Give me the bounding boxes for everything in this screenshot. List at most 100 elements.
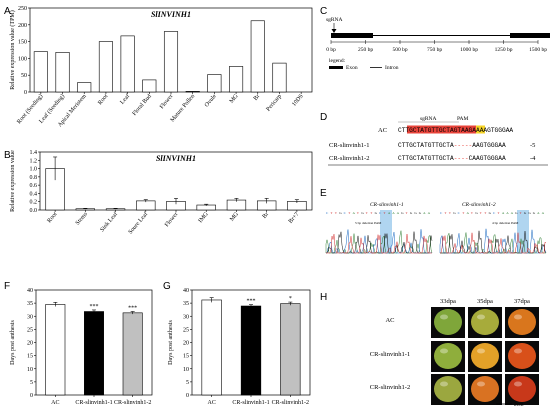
fruit-grid — [431, 307, 539, 405]
chart-title: SlINVINH1 — [156, 154, 196, 163]
chromatograms: CR-slinvinh1-1 CR-slinvinh1-2 5 bp delet… — [325, 202, 547, 254]
base-call: G — [414, 211, 417, 215]
base-call: A — [392, 211, 395, 215]
chrom-right-title: CR-slinvinh1-2 — [462, 202, 496, 208]
bar — [280, 303, 301, 396]
fruit-col-0: 33dpa — [440, 298, 456, 305]
bar — [55, 52, 70, 93]
x-tick-label: Stems — [75, 211, 89, 227]
bar — [122, 312, 143, 396]
bar — [33, 51, 48, 93]
x-tick-label: MG — [229, 93, 240, 105]
fruit-highlight — [514, 381, 522, 387]
seq-row-2: CTTGCTATGTTGCTA----CAAGTGGGAA — [398, 155, 506, 162]
base-call: G — [524, 211, 527, 215]
x-tick-label: Pericarp — [266, 93, 283, 112]
seq-ac-prefix: CTT — [398, 127, 409, 134]
x-tick-label: CR-slinvinh1-1 — [75, 400, 112, 406]
base-call: C — [326, 211, 329, 215]
base-call: C — [344, 211, 347, 215]
base-call: T — [366, 211, 369, 215]
y-tick-label: 35 — [27, 301, 33, 307]
bar — [185, 91, 200, 93]
x-tick-label: Flower — [159, 93, 175, 110]
legend-exon-swatch — [329, 66, 343, 69]
base-call: G — [475, 211, 478, 215]
chart-title: SlINVINH1 — [151, 10, 191, 19]
x-tick-label: Ovule — [204, 93, 218, 108]
seq-2-prefix: CTTGCTATGTTGCTA — [398, 155, 454, 162]
legend-exon-label: Exon — [346, 65, 358, 71]
x-tick-label: CR-slinvinh1-2 — [272, 400, 309, 406]
scale-bar-label: 2cm — [514, 402, 524, 408]
y-tick-label: 0 — [186, 393, 189, 399]
panel-letter-f: F — [4, 281, 10, 292]
seq-row-ac-name: AC — [378, 127, 387, 134]
x-tick-label: Br+7 — [288, 211, 301, 224]
x-tick-label: IMG — [198, 211, 211, 224]
bar — [163, 31, 179, 93]
y-tick-label: 0.2 — [30, 200, 38, 206]
fruit-highlight — [440, 348, 448, 354]
legend-intron-label: Intron — [385, 65, 399, 71]
base-call: T — [484, 211, 487, 215]
base-call: G — [489, 211, 492, 215]
bar — [207, 74, 222, 93]
chart-f: 0 5 10 15 20 25 30 35 40 Days post anthesis AC *** C… — [10, 288, 153, 406]
base-call: A — [388, 211, 391, 215]
base-call: G — [453, 211, 456, 215]
significance-mark: *** — [128, 306, 137, 312]
y-tick-label: 30 — [183, 314, 189, 320]
seq-ac-suffix: GAA — [502, 127, 513, 134]
fruit — [471, 309, 499, 335]
seq-row-1-change: -5 — [530, 142, 535, 149]
base-call: A — [467, 211, 470, 215]
y-axis-label: Relative expression value — [10, 150, 16, 212]
base-call: T — [497, 211, 500, 215]
base-call: G — [528, 211, 531, 215]
scale-ticks: 0 bp 250 bp 500 bp 750 bp 1000 bp 1250 bp 1500… — [326, 40, 547, 53]
x-tick-label: Sink Leaf — [99, 211, 119, 234]
d-pam-label: PAM — [457, 116, 469, 122]
chrom-left-note: 5 bp deletion PAM — [355, 221, 382, 225]
exon-2 — [510, 33, 550, 38]
bar — [240, 305, 262, 396]
fruit-panel: 33dpa 35dpa 37dpa AC CR-slinvinh1-1 CR-s… — [370, 298, 539, 408]
bar — [229, 66, 244, 93]
base-call: C — [440, 211, 443, 215]
legend-title: legend: — [329, 58, 346, 64]
y-tick-label: 25 — [27, 327, 33, 333]
significance-mark: *** — [247, 299, 256, 305]
base-call: T — [444, 211, 447, 215]
fruit — [434, 309, 462, 335]
base-call: A — [506, 211, 509, 215]
trace — [326, 233, 432, 254]
y-tick-label: 15 — [183, 354, 189, 360]
panel-letter-c: C — [320, 6, 327, 17]
fruit-highlight — [440, 314, 448, 320]
x-tick-label: Floral Bud — [132, 93, 153, 117]
x-tick-label: Br — [262, 211, 270, 219]
bar — [201, 299, 222, 396]
base-call: T — [406, 211, 409, 215]
fruit — [508, 309, 536, 335]
seq-row-ac: CTTGCTATGTTGCTAGTAAGAAAAGTGGGAA — [398, 127, 513, 134]
x-tick-label: CR-slinvinh1-2 — [114, 400, 151, 406]
bar — [142, 79, 157, 93]
base-call: G — [401, 211, 404, 215]
seq-2-suffix: CAAGTGGGAA — [469, 155, 506, 162]
chart-g: 0 5 10 15 20 25 30 35 40 Days post anthesis AC *** C… — [168, 288, 311, 406]
fruit-row-0: AC — [385, 317, 394, 324]
base-call: G — [339, 211, 342, 215]
seq-1-deletion: ----- — [454, 142, 473, 149]
y-tick-label: 0.4 — [30, 191, 38, 197]
base-call: T — [462, 211, 465, 215]
x-tick-label: Br — [253, 93, 261, 101]
fruit — [471, 376, 499, 402]
x-tick-label: Root — [47, 211, 59, 224]
bar — [120, 35, 135, 93]
fruit-col-2: 37dpa — [514, 298, 530, 305]
base-call: G — [419, 211, 422, 215]
